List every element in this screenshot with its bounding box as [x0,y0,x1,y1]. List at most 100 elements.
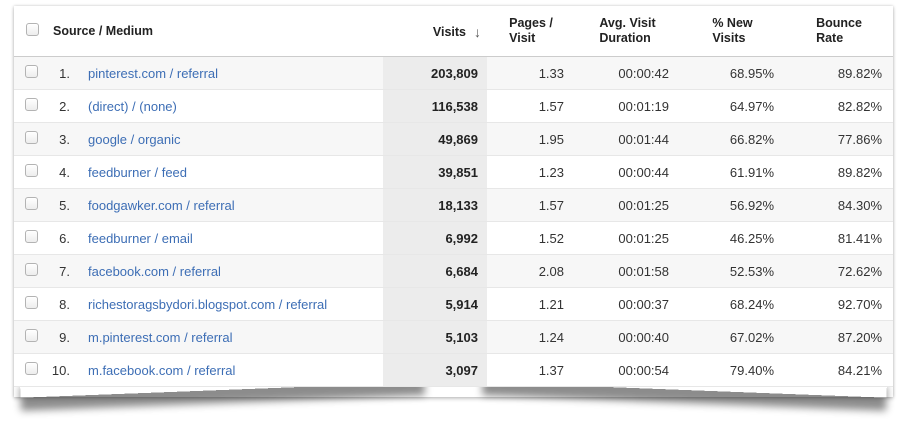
table-row: 8. richestoragsbydori.blogspot.com / ref… [14,287,893,321]
analytics-table-card: Source / Medium Visits ↓ Pages / Visit Avg… [14,6,893,397]
pct-new-visits-value: 68.24% [729,296,774,312]
pct-new-visits-value: 67.02% [729,329,774,345]
row-checkbox[interactable] [25,164,38,177]
table-row: 10. m.facebook.com / referral 3,097 1.37… [14,353,893,387]
header-visits[interactable]: Visits ↓ [383,6,487,57]
row-index: 1. [59,65,70,81]
row-checkbox[interactable] [25,197,38,210]
pct-new-visits-value: 68.95% [729,65,774,81]
row-index: 6. [59,230,70,246]
pages-per-visit-value: 1.33 [538,65,564,81]
row-checkbox[interactable] [25,65,38,78]
row-checkbox[interactable] [25,98,38,111]
header-pages-per-visit[interactable]: Pages / Visit [487,6,575,57]
source-medium-link[interactable]: m.facebook.com / referral [88,362,236,378]
bounce-rate-value: 82.82% [837,98,882,114]
source-medium-link[interactable]: richestoragsbydori.blogspot.com / referr… [88,296,328,312]
pages-per-visit-value: 1.23 [538,164,564,180]
header-line: Avg. Visit [599,16,656,30]
table-row: 2. (direct) / (none) 116,538 1.57 00:01:… [14,89,893,123]
source-medium-cell: pinterest.com / referral [70,57,383,90]
header-line: Visits [712,31,746,45]
row-checkbox[interactable] [25,362,38,375]
source-medium-link[interactable]: (direct) / (none) [88,98,177,114]
bounce-rate-value: 89.82% [837,65,882,81]
source-medium-link[interactable]: feedburner / feed [88,164,188,180]
row-index: 5. [59,197,70,213]
row-checkbox-cell [14,288,50,321]
avg-visit-duration-value: 00:01:58 [618,263,669,279]
visits-value: 5,103 [383,320,487,354]
source-medium-link[interactable]: facebook.com / referral [88,263,221,279]
row-checkbox-cell [14,354,50,387]
row-index: 4. [59,164,70,180]
avg-visit-duration-value: 00:01:44 [618,131,669,147]
source-medium-link[interactable]: foodgawker.com / referral [88,197,235,213]
source-medium-link[interactable]: google / organic [88,131,181,147]
source-medium-cell: (direct) / (none) [70,90,383,123]
visits-value: 39,851 [383,155,487,189]
source-medium-cell: feedburner / email [70,222,383,255]
header-line: Visit [509,31,536,45]
pct-new-visits-value: 52.53% [729,263,774,279]
source-medium-cell: feedburner / feed [70,156,383,189]
header-row: Source / Medium Visits ↓ Pages / Visit Avg… [14,6,893,57]
table-row: 6. feedburner / email 6,992 1.52 00:01:2… [14,221,893,255]
row-checkbox[interactable] [25,230,38,243]
header-bounce-rate[interactable]: Bounce Rate [785,6,893,57]
visits-value: 116,538 [383,89,487,123]
visits-value: 18,133 [383,188,487,222]
row-checkbox[interactable] [25,296,38,309]
header-visits-label: Visits [432,25,466,39]
row-checkbox-cell [14,123,50,156]
table-row: 1. pinterest.com / referral 203,809 1.33… [14,56,893,90]
header-line: Rate [816,31,844,45]
pages-per-visit-value: 1.52 [538,230,564,246]
row-index: 3. [59,131,70,147]
avg-visit-duration-value: 00:01:19 [618,98,669,114]
row-checkbox[interactable] [25,131,38,144]
source-medium-link[interactable]: pinterest.com / referral [88,65,219,81]
row-checkbox-cell [14,90,50,123]
table-row: 4. feedburner / feed 39,851 1.23 00:00:4… [14,155,893,189]
row-checkbox[interactable] [25,329,38,342]
bounce-rate-value: 72.62% [837,263,882,279]
source-medium-link[interactable]: m.pinterest.com / referral [88,329,233,345]
pct-new-visits-value: 61.91% [729,164,774,180]
source-medium-link[interactable]: feedburner / email [88,230,193,246]
bounce-rate-value: 89.82% [837,164,882,180]
avg-visit-duration-value: 00:00:42 [618,65,669,81]
pages-per-visit-value: 1.57 [538,98,564,114]
header-line: Bounce [816,16,862,30]
row-checkbox[interactable] [25,263,38,276]
row-checkbox-cell [14,189,50,222]
source-medium-cell: google / organic [70,123,383,156]
pages-per-visit-value: 1.24 [538,329,564,345]
row-checkbox-cell [14,222,50,255]
header-source-medium[interactable]: Source / Medium [53,24,154,38]
pct-new-visits-value: 64.97% [729,98,774,114]
pct-new-visits-value: 56.92% [729,197,774,213]
pages-per-visit-value: 1.21 [538,296,564,312]
header-avg-visit-duration[interactable]: Avg. Visit Duration [575,6,680,57]
source-medium-cell: richestoragsbydori.blogspot.com / referr… [70,288,383,321]
table-row: 5. foodgawker.com / referral 18,133 1.57… [14,188,893,222]
sort-descending-icon[interactable]: ↓ [474,24,481,40]
visits-value: 49,869 [383,122,487,156]
row-checkbox-cell [14,321,50,354]
row-index: 7. [59,263,70,279]
header-line: Duration [599,31,651,45]
header-pct-new-visits[interactable]: % New Visits [680,6,785,57]
pages-per-visit-value: 1.95 [538,131,564,147]
avg-visit-duration-value: 00:00:54 [618,362,669,378]
source-medium-cell: m.pinterest.com / referral [70,321,383,354]
select-all-checkbox[interactable] [25,23,39,36]
source-medium-cell: facebook.com / referral [70,255,383,288]
row-index: 2. [59,98,70,114]
avg-visit-duration-value: 00:00:44 [618,164,669,180]
row-checkbox-cell [14,255,50,288]
avg-visit-duration-value: 00:00:40 [618,329,669,345]
bounce-rate-value: 87.20% [837,329,882,345]
visits-value: 3,097 [383,353,487,387]
